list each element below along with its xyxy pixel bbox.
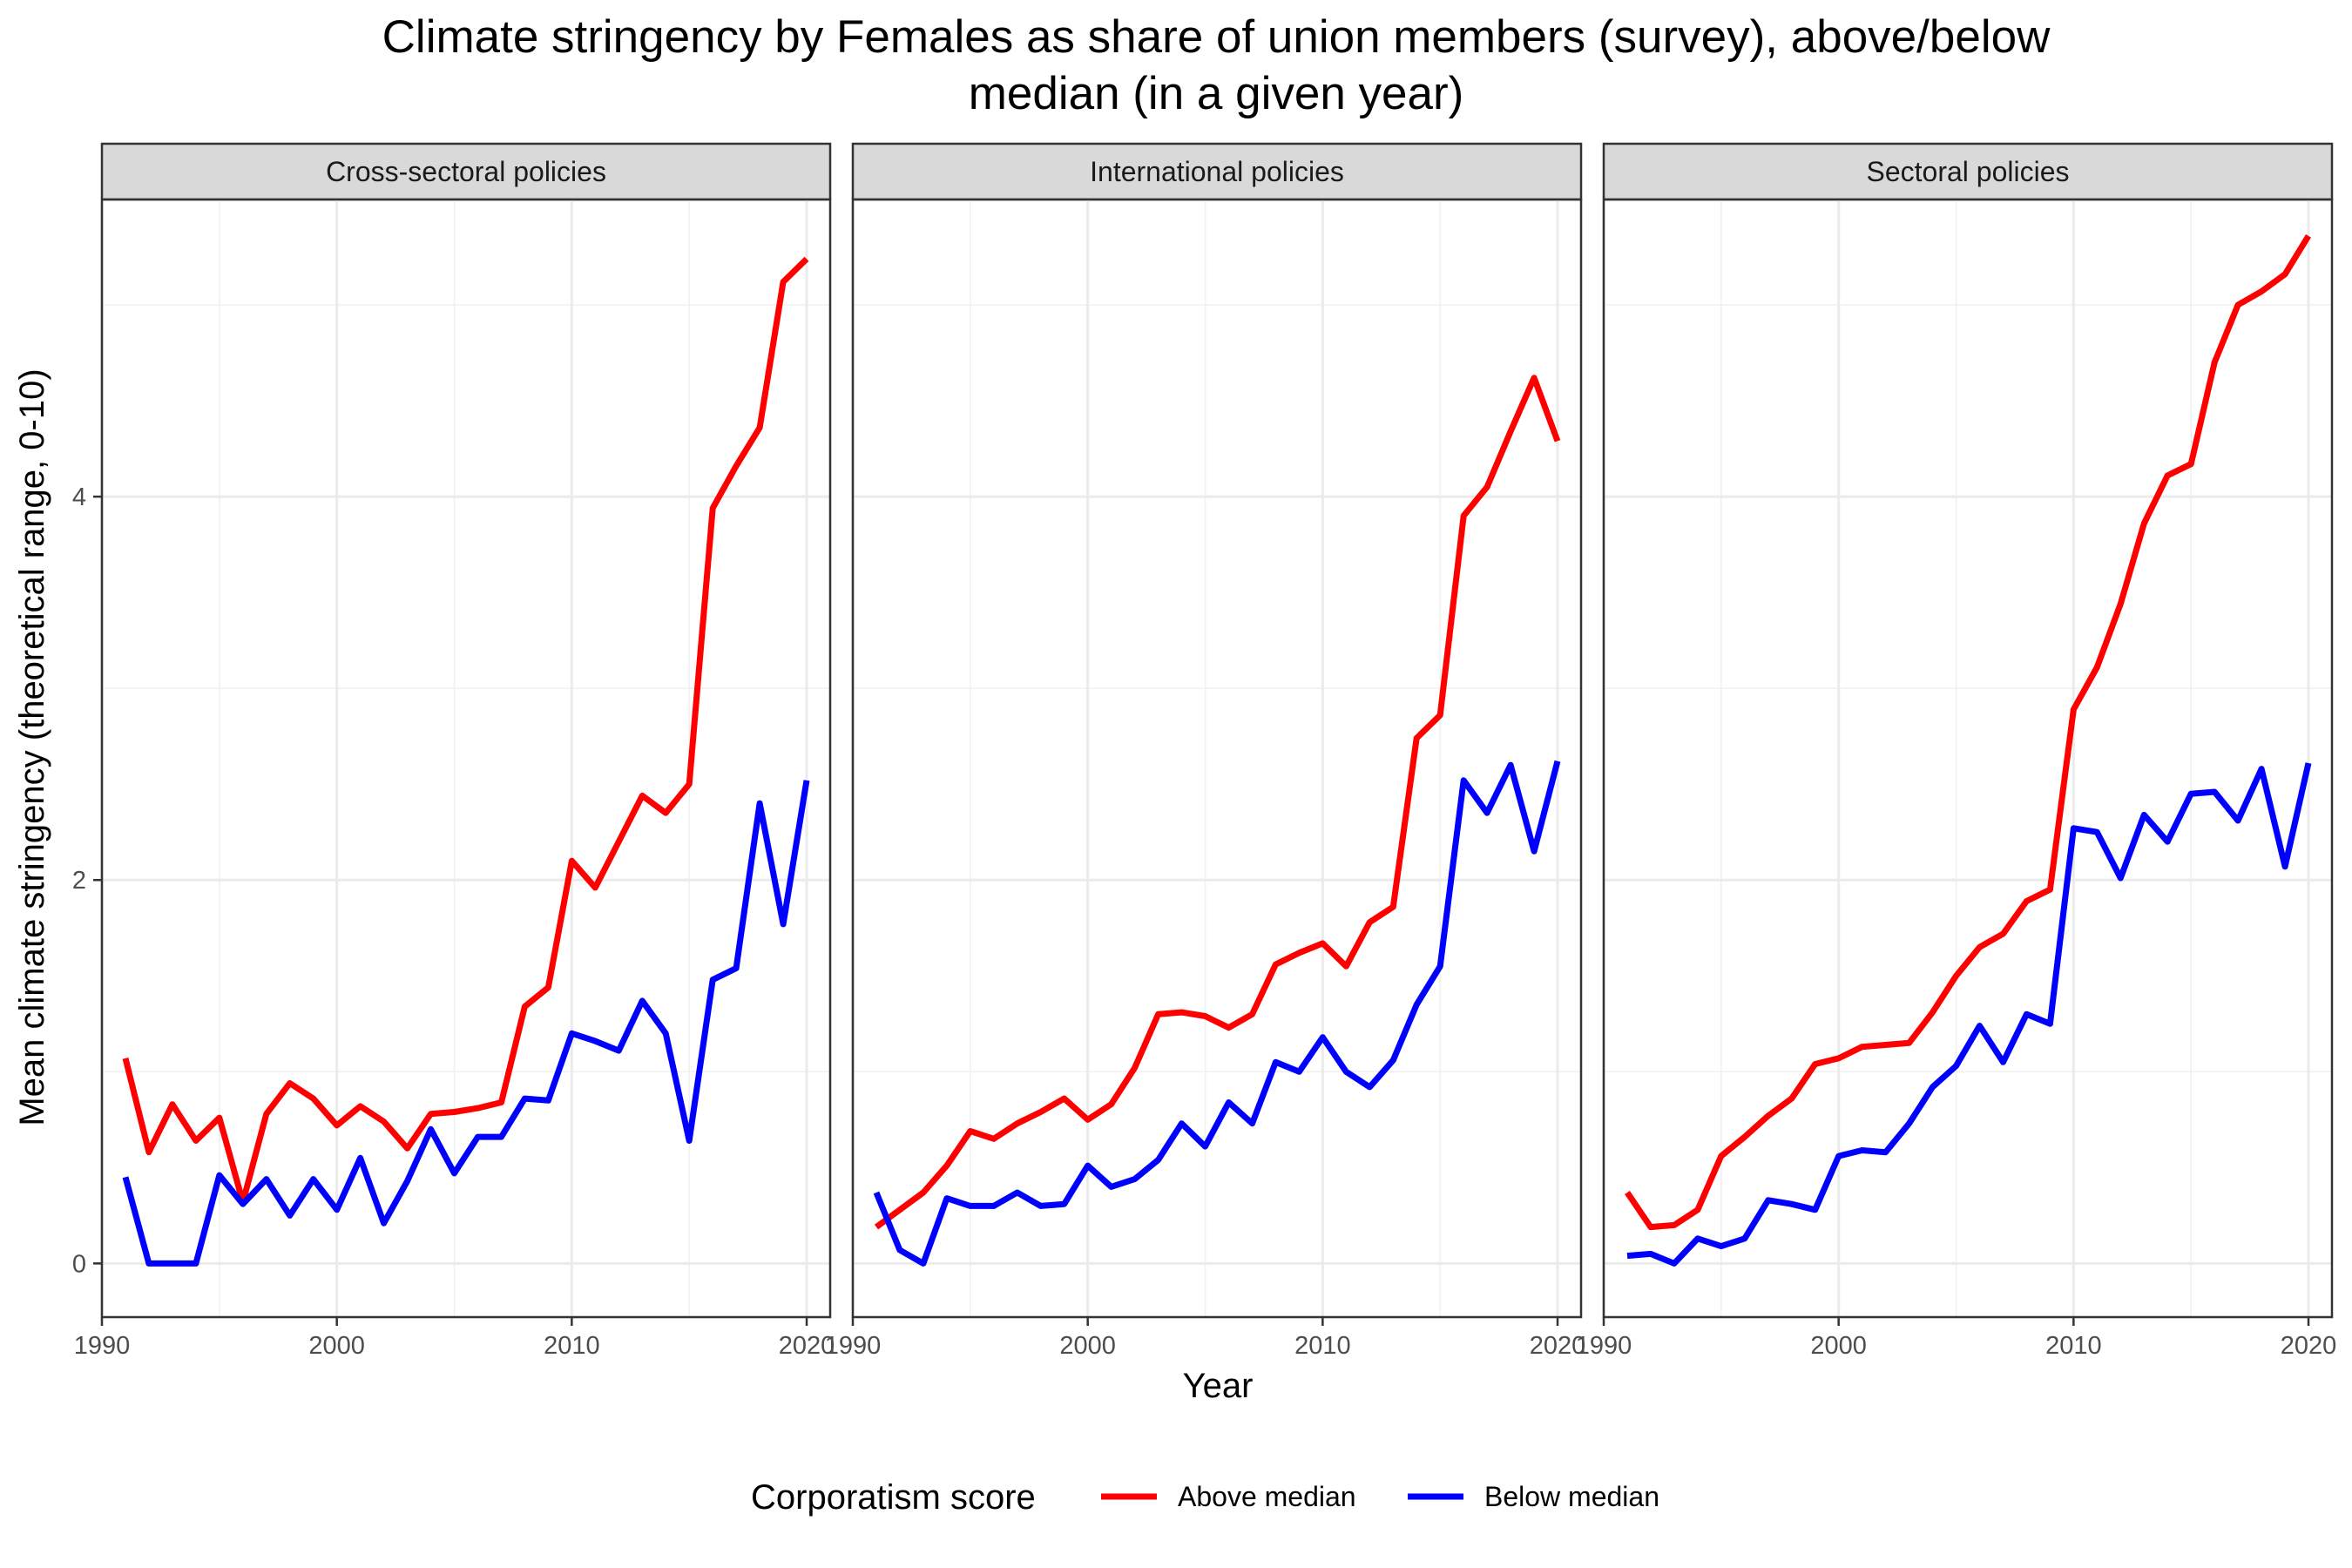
legend-title: Corporatism score <box>751 1478 1036 1517</box>
x-tick-label: 2020 <box>1530 1332 1586 1360</box>
x-tick-label: 2020 <box>779 1332 835 1360</box>
x-tick-label: 2000 <box>1810 1332 1867 1360</box>
panel-border-3 <box>1602 198 2334 1319</box>
chart-title-line-1: Climate stringency by Females as share o… <box>382 11 2051 63</box>
y-axis-title: Mean climate stringency (theoretical ran… <box>13 368 51 1125</box>
x-tick-label: 2000 <box>308 1332 365 1360</box>
x-tick-label: 2020 <box>2281 1332 2337 1360</box>
facet-strip-1 <box>100 142 832 201</box>
x-tick-label: 2010 <box>544 1332 600 1360</box>
facet-strip-label-3: Sectoral policies <box>1867 156 2070 187</box>
x-tick-label: 1990 <box>74 1332 131 1360</box>
x-tick-label: 1990 <box>825 1332 882 1360</box>
facet-strip-3 <box>1602 142 2334 201</box>
legend-label-below-median: Below median <box>1484 1481 1659 1512</box>
series-line-above-median <box>874 375 1561 1230</box>
facet-panel-3: Sectoral policies 1990 2000 2010 2020 <box>1576 142 2337 1360</box>
x-tick-label: 1990 <box>1576 1332 1632 1360</box>
y-tick-label: 0 <box>72 1250 86 1278</box>
y-tick-label: 2 <box>72 867 86 895</box>
x-tick-label: 2010 <box>1294 1332 1351 1360</box>
series-line-above-median <box>1625 233 2311 1231</box>
series-line-below-median <box>1626 762 2312 1267</box>
y-tick-label: 4 <box>72 483 86 511</box>
series-line-below-median <box>122 780 810 1267</box>
series-line-above-median <box>122 256 809 1206</box>
series-line-below-median <box>873 760 1561 1267</box>
chart-title-line-2: median (in a given year) <box>969 68 1464 119</box>
panel-border-2 <box>851 198 1583 1319</box>
facet-strip-label-2: International policies <box>1090 156 1344 187</box>
legend-label-above-median: Above median <box>1178 1481 1356 1512</box>
panel-border-1 <box>100 198 832 1319</box>
facet-panel-1: Cross-sectoral policies 1990 2000 2010 2020 0… <box>72 142 835 1360</box>
x-axis-title: Year <box>1183 1367 1254 1405</box>
facet-panel-2: International policies 1990 2000 2010 2020 <box>825 142 1586 1360</box>
x-tick-label: 2000 <box>1059 1332 1116 1360</box>
facet-strip-2 <box>851 142 1583 201</box>
facet-strip-label-1: Cross-sectoral policies <box>326 156 606 187</box>
legend: Corporatism score Above median Below med… <box>751 1478 1659 1517</box>
x-tick-label: 2010 <box>2045 1332 2102 1360</box>
